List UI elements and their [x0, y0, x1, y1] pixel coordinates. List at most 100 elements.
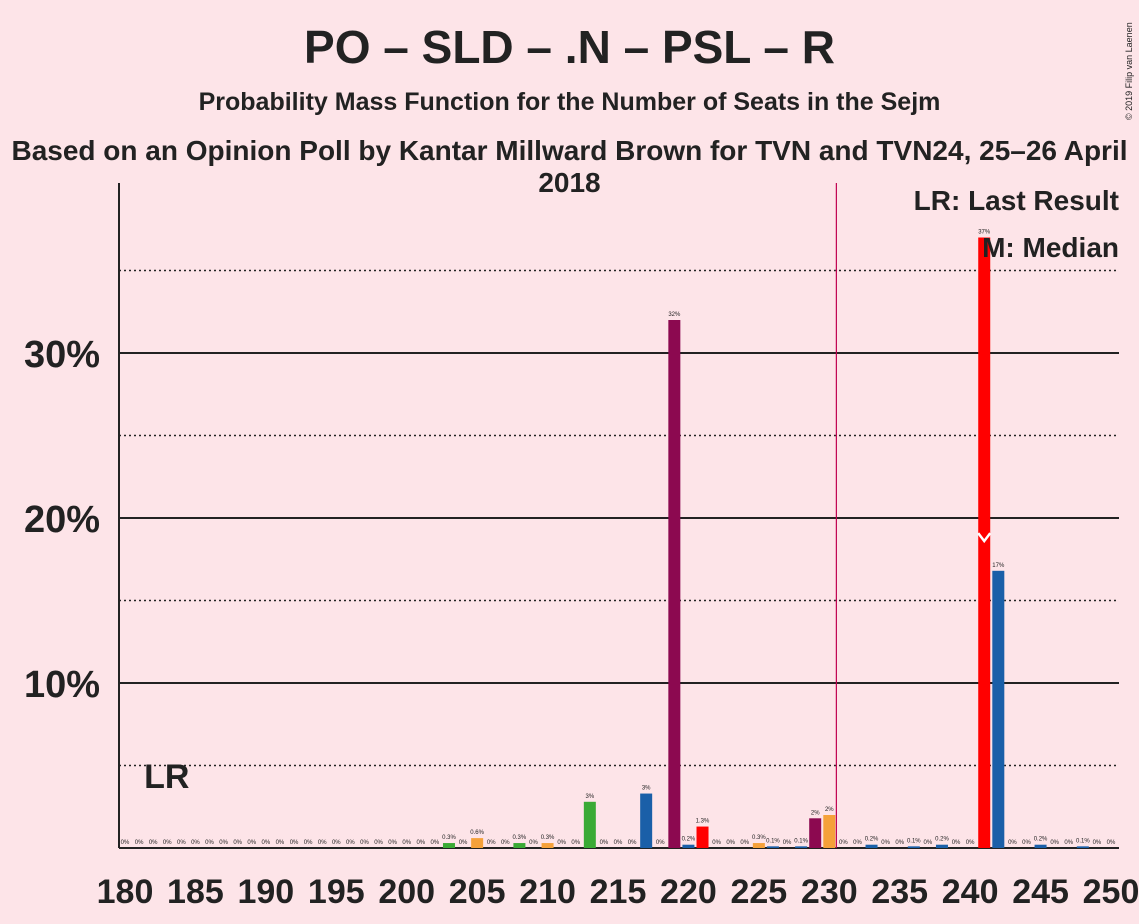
bar-value-label: 0.1%: [766, 838, 780, 844]
bar-value-label: 0%: [233, 840, 242, 846]
bar-value-label: 0%: [360, 840, 369, 846]
bar-value-label: 0%: [1050, 840, 1059, 846]
last-result-label: LR: [144, 758, 189, 796]
bar-value-label: 17%: [992, 563, 1005, 569]
bar-value-label: 0%: [1008, 840, 1017, 846]
bar-value-label: 0%: [628, 840, 637, 846]
bar-value-label: 0%: [600, 840, 609, 846]
bar-value-label: 0.3%: [513, 835, 527, 841]
bar: [668, 320, 681, 848]
bar-value-label: 0%: [388, 840, 397, 846]
bar-value-label: 0%: [402, 840, 411, 846]
bar-value-label: 0%: [346, 840, 355, 846]
bar-value-label: 0%: [1093, 840, 1102, 846]
bar-value-label: 0%: [614, 840, 623, 846]
bar: [696, 826, 709, 848]
x-tick-label: 220: [660, 873, 717, 911]
x-tick-label: 230: [801, 873, 858, 911]
bar-value-label: 2%: [811, 810, 820, 816]
bar-value-label: 0%: [924, 840, 933, 846]
x-tick-label: 250: [1083, 873, 1139, 911]
bar-value-label: 1.3%: [696, 819, 710, 825]
bar-value-label: 0.1%: [907, 838, 921, 844]
bar-value-label: 0.2%: [865, 837, 879, 843]
bar-value-label: 0%: [177, 840, 186, 846]
bar: [1076, 846, 1089, 848]
bar-value-label: 3%: [585, 794, 594, 800]
bar-value-label: 0%: [853, 840, 862, 846]
bar-value-label: 0%: [191, 840, 200, 846]
bar-value-label: 0.2%: [1034, 837, 1048, 843]
bar-value-label: 0%: [740, 840, 749, 846]
x-tick-label: 245: [1012, 873, 1069, 911]
x-tick-label: 195: [308, 873, 365, 911]
bar: [795, 846, 808, 848]
legend-median: M: Median: [982, 232, 1119, 263]
bar: [766, 846, 779, 848]
bar-value-label: 0%: [431, 840, 440, 846]
bar-value-label: 3%: [642, 786, 651, 792]
bar-value-label: 0%: [895, 840, 904, 846]
bar-value-label: 0%: [839, 840, 848, 846]
x-tick-label: 185: [167, 873, 224, 911]
x-tick-label: 240: [942, 873, 999, 911]
bar-value-label: 0%: [262, 840, 271, 846]
bar-value-label: 32%: [668, 312, 681, 318]
x-tick-label: 190: [237, 873, 294, 911]
bar-value-label: 0%: [952, 840, 961, 846]
bar-value-label: 0%: [219, 840, 228, 846]
bar-value-label: 0%: [135, 840, 144, 846]
bar: [752, 843, 765, 848]
x-tick-label: 200: [378, 873, 435, 911]
y-tick-label: 30%: [24, 334, 100, 376]
bar: [935, 844, 948, 848]
bar-value-label: 0%: [712, 840, 721, 846]
median-marker: [977, 532, 992, 544]
chart-source: Based on an Opinion Poll by Kantar Millw…: [11, 135, 1128, 198]
bar-value-label: 0%: [374, 840, 383, 846]
chart-subtitle: Probability Mass Function for the Number…: [198, 88, 941, 116]
bar-value-label: 0.1%: [794, 838, 808, 844]
bar: [442, 843, 455, 848]
bar-value-label: 0%: [318, 840, 327, 846]
bar-value-label: 0.2%: [682, 837, 696, 843]
bar-value-label: 0%: [459, 840, 468, 846]
bar: [682, 844, 695, 848]
bar-value-label: 0%: [1064, 840, 1073, 846]
x-tick-label: 225: [730, 873, 787, 911]
bar-value-label: 0.1%: [1076, 838, 1090, 844]
bar-value-label: 0%: [304, 840, 313, 846]
bar: [907, 846, 920, 848]
x-tick-label: 235: [871, 873, 928, 911]
bar-value-label: 2%: [825, 807, 834, 813]
bar-value-label: 0.3%: [541, 835, 555, 841]
bar-value-label: 0.3%: [752, 835, 766, 841]
bar-value-label: 0%: [966, 840, 975, 846]
x-tick-label: 215: [590, 873, 647, 911]
bar-value-label: 0%: [121, 840, 130, 846]
bar-value-label: 0%: [501, 840, 510, 846]
x-tick-label: 180: [97, 873, 154, 911]
bar-value-label: 0%: [656, 840, 665, 846]
bar: [992, 570, 1005, 848]
x-tick-label: 205: [449, 873, 506, 911]
bar-value-label: 0%: [529, 840, 538, 846]
bar-value-label: 0%: [571, 840, 580, 846]
bar-value-label: 0.6%: [470, 830, 484, 836]
bar: [823, 815, 836, 848]
bar: [583, 801, 596, 848]
bar-value-label: 0%: [783, 840, 792, 846]
bar-value-label: 0%: [487, 840, 496, 846]
bar: [640, 793, 653, 848]
bar-value-label: 0%: [726, 840, 735, 846]
y-tick-label: 10%: [24, 664, 100, 706]
legend-last-result: LR: Last Result: [914, 185, 1119, 216]
x-tick-label: 210: [519, 873, 576, 911]
bar-value-label: 0%: [1107, 840, 1116, 846]
bar-value-label: 0%: [881, 840, 890, 846]
bar: [1034, 844, 1047, 848]
y-tick-label: 20%: [24, 499, 100, 541]
bar: [471, 838, 484, 848]
bar-value-label: 0.3%: [442, 835, 456, 841]
bar-value-label: 0%: [416, 840, 425, 846]
